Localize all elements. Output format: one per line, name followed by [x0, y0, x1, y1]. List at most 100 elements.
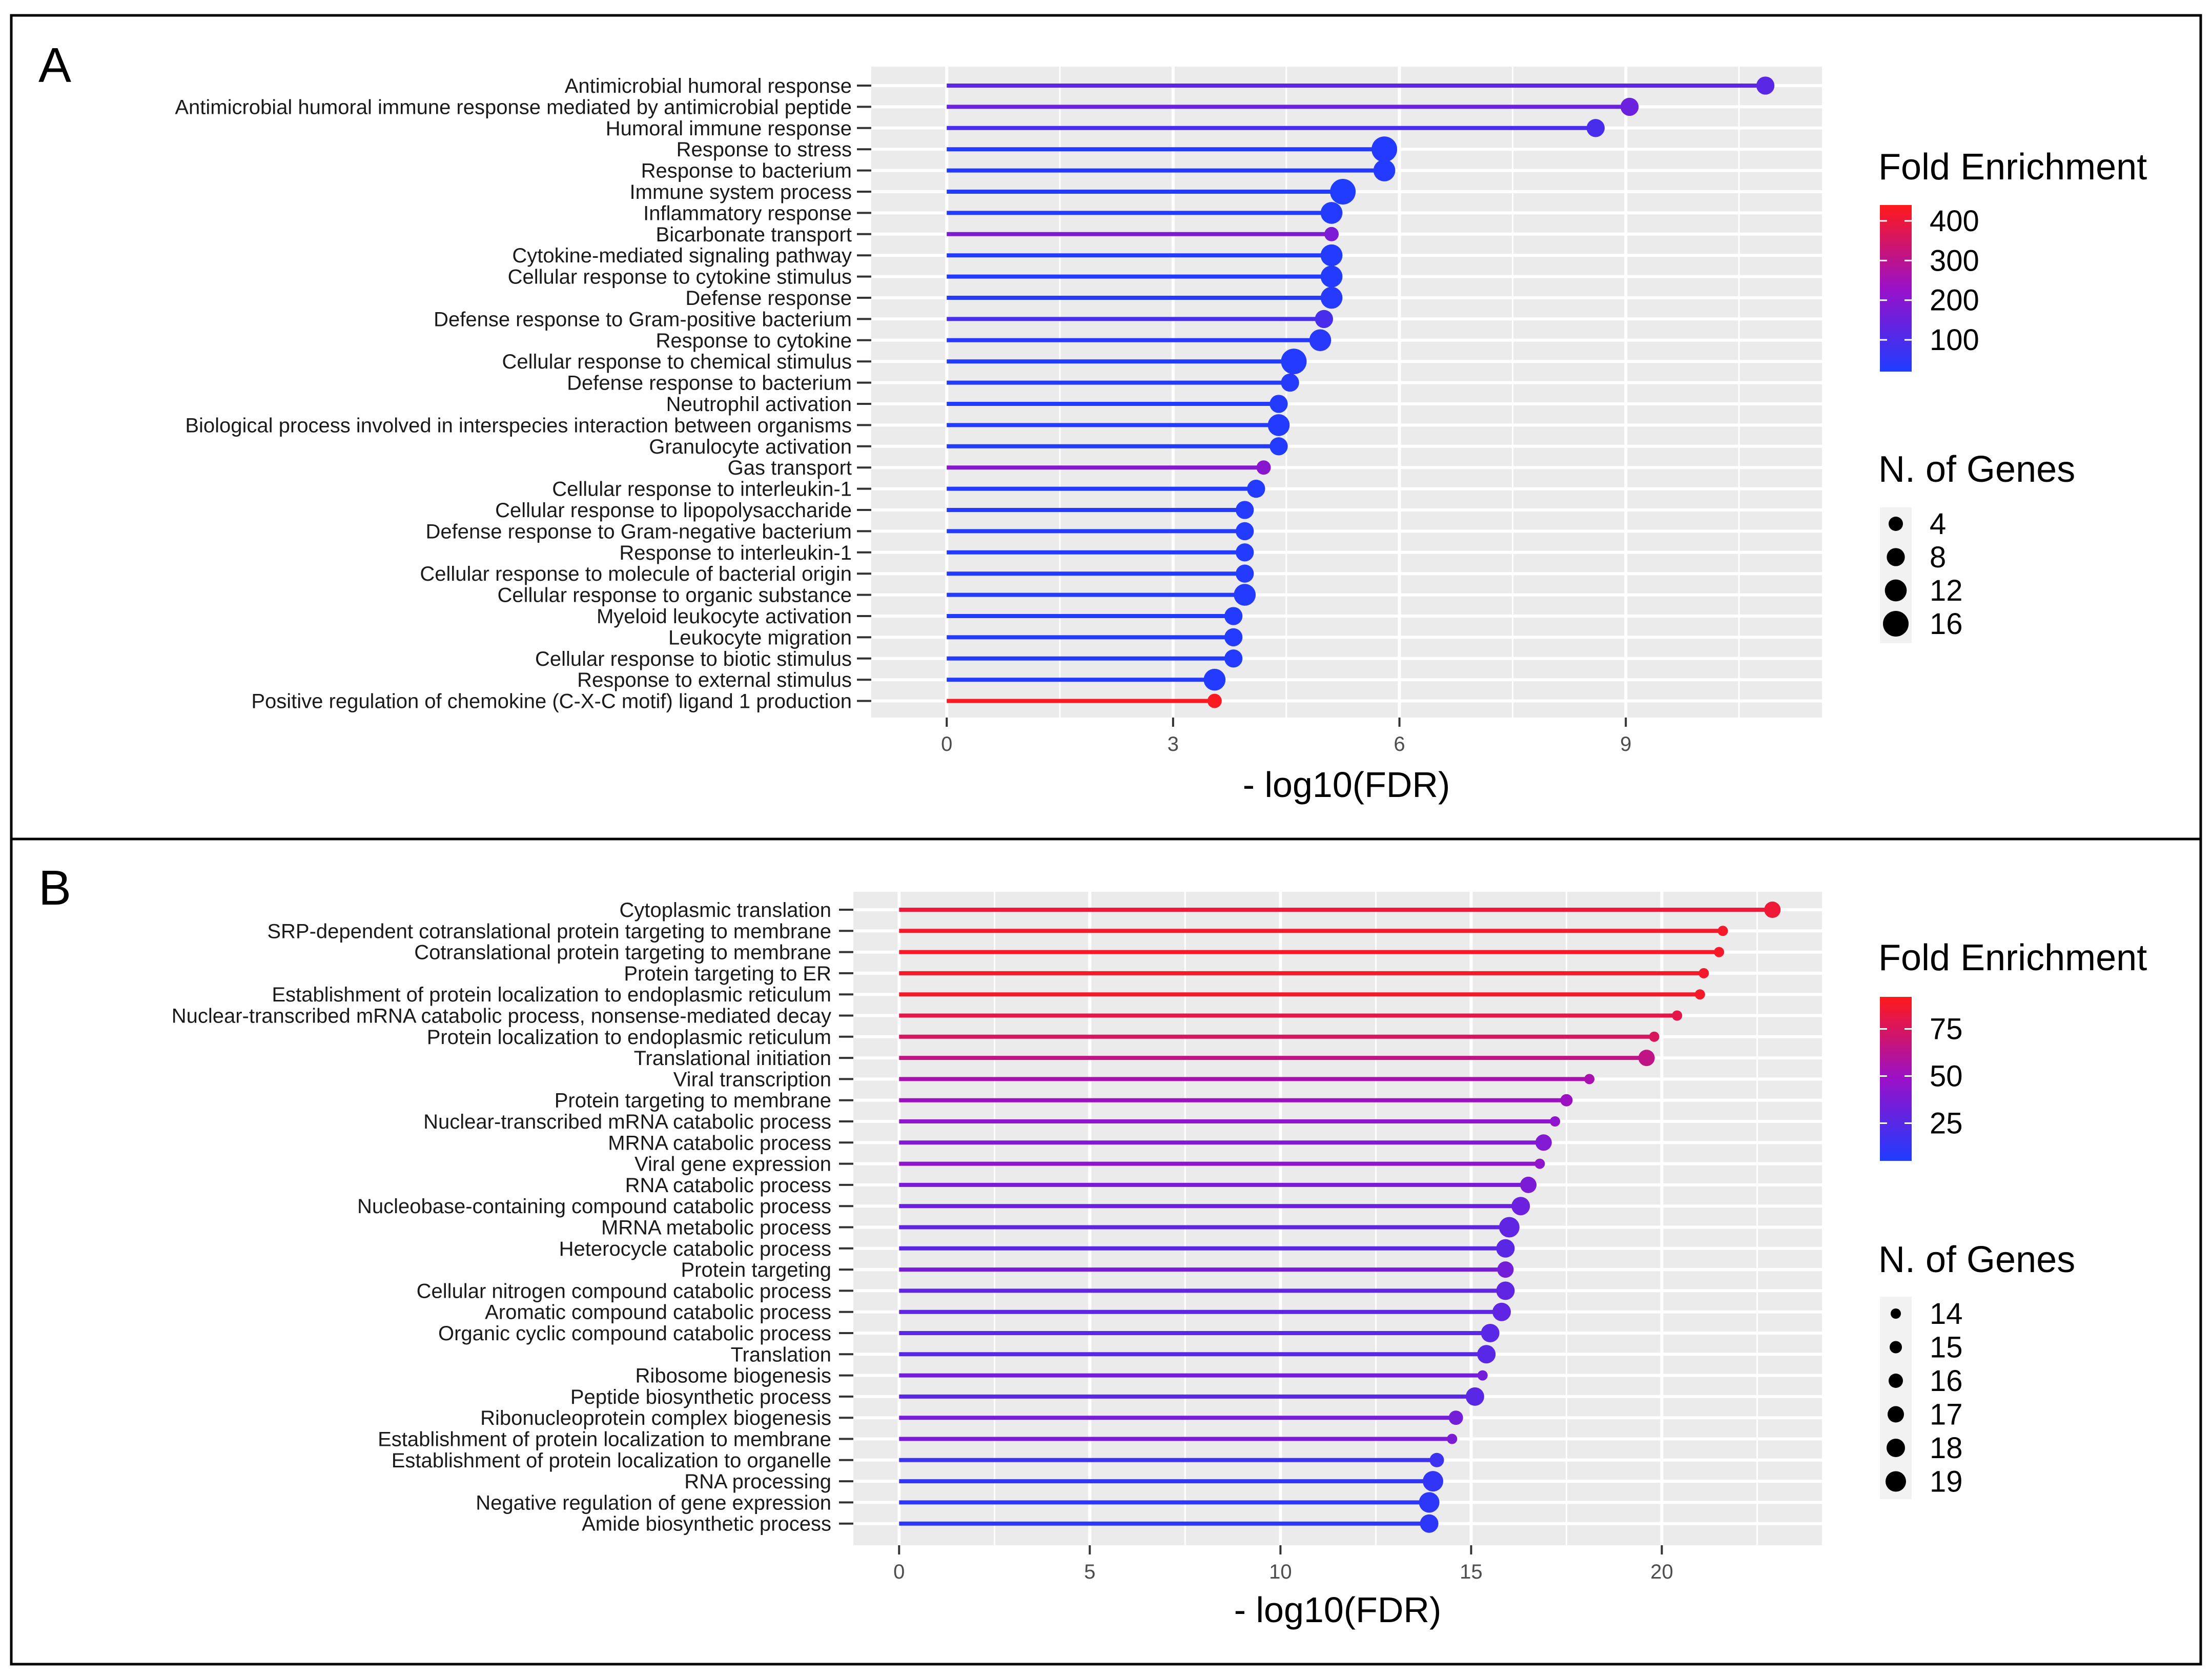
x-tick-label: 15 [1460, 1561, 1483, 1583]
size-legend-label: 16 [1930, 1364, 1963, 1398]
size-legend-dot [1889, 517, 1903, 531]
panel-a: A Antimicrobial humoral responseAntimicr… [10, 14, 2202, 841]
lollipop-dot [1330, 179, 1356, 204]
category-label: Aromatic compound catabolic process [485, 1301, 831, 1324]
size-legend-dot [1887, 1439, 1905, 1457]
category-label: Nuclear-transcribed mRNA catabolic proce… [172, 1005, 831, 1028]
lollipop-dot [1448, 1410, 1463, 1425]
lollipop-dot [1477, 1345, 1496, 1364]
lollipop-dot [1234, 584, 1256, 606]
category-label: Cellular response to cytokine stimulus [508, 266, 852, 289]
lollipop-dot [1203, 668, 1226, 691]
lollipop-dot [1477, 1370, 1488, 1381]
category-label: Protein targeting to membrane [555, 1090, 831, 1112]
category-label: Inflammatory response [643, 202, 852, 224]
category-label: Bicarbonate transport [656, 223, 852, 246]
category-label: Cellular response to chemical stimulus [502, 351, 852, 373]
colorbar-tick-label: 200 [1930, 284, 1979, 317]
lollipop-dot [1511, 1197, 1530, 1216]
category-label: MRNA metabolic process [601, 1217, 831, 1239]
panel-a-x-ticks: 0 3 6 9 [941, 718, 1631, 755]
category-label: Nucleobase-containing compound catabolic… [357, 1195, 831, 1218]
panel-a-dots [1203, 76, 1775, 708]
x-tick-label: 5 [1084, 1561, 1095, 1583]
lollipop-dot [1320, 265, 1343, 288]
lollipop-dot [1497, 1261, 1514, 1278]
category-label: Negative regulation of gene expression [476, 1491, 831, 1514]
size-legend-dot [1885, 579, 1907, 602]
lollipop-dot [1714, 947, 1725, 957]
lollipop-dot [1429, 1452, 1444, 1467]
lollipop-dot [1324, 227, 1339, 241]
lollipop-dot [1496, 1239, 1515, 1258]
panel-b-color-legend: Fold Enrichment 75 50 25 [1878, 937, 2147, 1161]
size-legend-label: 17 [1930, 1398, 1963, 1431]
lollipop-dot [1492, 1302, 1511, 1321]
panel-b-size-legend-key-background [1880, 1297, 1912, 1499]
category-label: Cellular response to organic substance [497, 584, 852, 607]
size-legend-dot [1889, 1374, 1903, 1388]
lollipop-dot [1465, 1387, 1484, 1406]
lollipop-dot [1247, 479, 1265, 498]
category-label: Protein targeting [681, 1259, 831, 1281]
lollipop-dot [1315, 310, 1333, 329]
category-label: Viral gene expression [634, 1153, 831, 1176]
category-label: Gas transport [728, 457, 852, 479]
x-tick-label: 0 [893, 1561, 905, 1583]
lollipop-dot [1764, 902, 1781, 918]
size-legend-dot [1890, 1341, 1902, 1354]
lollipop-dot [1224, 628, 1243, 647]
category-label: Leukocyte migration [668, 626, 852, 649]
panel-a-label: A [38, 38, 71, 93]
lollipop-dot [1586, 119, 1605, 137]
colorbar-tick-label: 50 [1930, 1059, 1963, 1093]
panel-b-x-axis-title: - log10(FDR) [1234, 1590, 1442, 1630]
lollipop-dot [1496, 1281, 1515, 1300]
category-label: Response to interleukin-1 [619, 542, 852, 564]
lollipop-dot [1371, 136, 1398, 162]
category-label: Biological process involved in interspec… [185, 414, 852, 437]
colorbar-tick-label: 100 [1930, 323, 1979, 357]
lollipop-dot [1320, 244, 1343, 267]
lollipop-dot [1584, 1074, 1595, 1084]
panel-b-color-legend-title: Fold Enrichment [1878, 937, 2147, 978]
category-label: Response to bacterium [641, 160, 852, 182]
category-label: Positive regulation of chemokine (C-X-C … [251, 690, 852, 713]
lollipop-dot [1269, 395, 1288, 413]
panel-a-plot-background [871, 67, 1822, 718]
size-legend-label: 14 [1930, 1297, 1963, 1331]
lollipop-dot [1423, 1471, 1444, 1492]
panel-a-color-legend: Fold Enrichment 400 300 200 100 [1878, 147, 2147, 372]
lollipop-dot [1207, 693, 1222, 708]
size-legend-label: 4 [1930, 507, 1946, 541]
category-label: Nuclear-transcribed mRNA catabolic proce… [423, 1111, 831, 1133]
size-legend-label: 12 [1930, 574, 1963, 607]
size-legend-dot [1887, 548, 1905, 566]
lollipop-dot [1520, 1176, 1537, 1193]
x-tick-label: 10 [1269, 1561, 1292, 1583]
category-label: Humoral immune response [606, 117, 852, 140]
lollipop-dot [1309, 329, 1332, 352]
size-legend-label: 18 [1930, 1431, 1963, 1465]
size-legend-label: 19 [1930, 1465, 1963, 1499]
category-label: Ribosome biogenesis [636, 1365, 831, 1387]
lollipop-dot [1236, 522, 1254, 541]
x-tick-label: 3 [1168, 733, 1179, 755]
lollipop-dot [1756, 76, 1775, 95]
lollipop-dot [1269, 437, 1288, 456]
lollipop-dot [1698, 968, 1709, 978]
lollipop-dot [1535, 1134, 1552, 1151]
category-label: Establishment of protein localization to… [378, 1428, 831, 1451]
category-label: Cotranslational protein targeting to mem… [414, 942, 831, 964]
panel-b-colorbar [1880, 997, 1912, 1161]
panel-a-category-labels: Antimicrobial humoral responseAntimicrob… [175, 75, 871, 713]
size-legend-dot [1891, 1308, 1901, 1319]
panel-b-label: B [38, 861, 71, 915]
lollipop-dot [1224, 607, 1243, 625]
